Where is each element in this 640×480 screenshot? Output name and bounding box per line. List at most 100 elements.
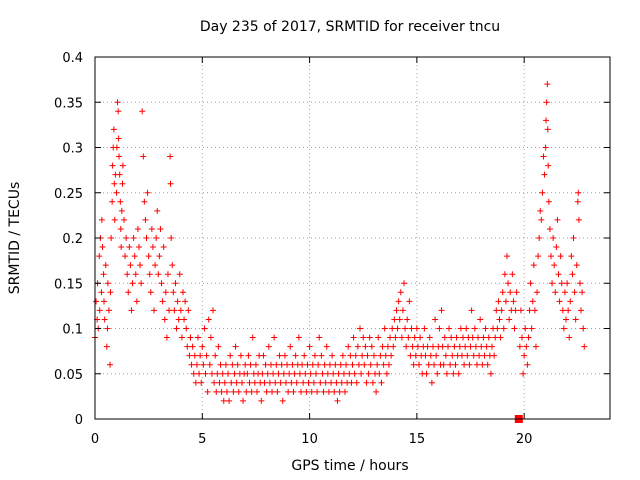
data-point — [131, 253, 138, 260]
data-point — [311, 352, 318, 359]
data-point — [213, 388, 220, 395]
data-point — [115, 108, 122, 115]
data-point — [441, 334, 448, 341]
data-point — [412, 352, 419, 359]
data-point — [464, 352, 471, 359]
data-point — [424, 343, 431, 350]
data-point — [413, 325, 420, 332]
data-point — [565, 307, 572, 314]
data-point — [272, 379, 279, 386]
data-point — [422, 352, 429, 359]
data-point — [335, 370, 342, 377]
data-point — [149, 244, 156, 251]
data-point — [159, 298, 166, 305]
data-point — [189, 343, 196, 350]
data-point — [349, 361, 356, 368]
data-point — [487, 370, 494, 377]
data-point — [254, 388, 261, 395]
data-point — [191, 352, 198, 359]
data-point — [549, 280, 556, 287]
data-point — [110, 126, 117, 133]
data-point — [298, 388, 304, 395]
data-point — [488, 343, 495, 350]
data-point — [355, 361, 362, 368]
data-point — [389, 325, 396, 332]
y-tick-label: 0.1 — [62, 323, 83, 338]
data-point — [527, 280, 534, 287]
data-point — [429, 343, 436, 350]
data-point — [296, 370, 303, 377]
data-point — [452, 361, 459, 368]
y-tick-label: 0.05 — [54, 368, 83, 383]
data-point — [318, 352, 325, 359]
data-point — [475, 334, 482, 341]
data-point — [406, 298, 413, 305]
data-point — [187, 334, 194, 341]
data-point — [417, 334, 424, 341]
data-point — [212, 352, 219, 359]
data-point — [160, 244, 167, 251]
data-point — [265, 343, 272, 350]
data-point — [154, 207, 161, 214]
data-point — [104, 280, 111, 287]
data-point — [168, 235, 175, 241]
y-axis-label: SRMTID / TECUs — [7, 182, 23, 295]
data-point — [156, 253, 163, 260]
data-point — [545, 198, 552, 205]
data-point — [243, 388, 250, 395]
data-point — [244, 370, 251, 377]
data-point — [218, 388, 225, 395]
data-point — [402, 325, 409, 332]
data-point — [563, 316, 570, 323]
data-point — [566, 334, 573, 341]
data-point — [383, 370, 390, 377]
data-point — [264, 370, 271, 377]
data-point — [303, 388, 310, 395]
data-point — [443, 370, 450, 377]
data-point — [326, 361, 333, 368]
data-point — [100, 271, 107, 278]
data-point — [571, 289, 578, 296]
data-point — [511, 325, 518, 332]
data-point — [333, 379, 340, 386]
data-point — [545, 162, 552, 169]
data-point — [357, 325, 364, 332]
data-point — [581, 343, 588, 350]
data-point — [523, 343, 530, 350]
data-point — [521, 352, 528, 359]
data-point — [425, 361, 432, 368]
data-point — [564, 280, 571, 287]
data-point — [478, 343, 485, 350]
data-point — [496, 316, 503, 323]
data-point — [542, 144, 549, 151]
data-point — [230, 388, 237, 395]
data-point — [107, 289, 114, 296]
data-point — [390, 343, 397, 350]
data-point — [109, 198, 116, 205]
data-point — [510, 298, 517, 305]
data-point — [146, 271, 153, 278]
data-point — [222, 361, 229, 368]
data-point — [245, 352, 252, 359]
data-point — [411, 334, 418, 341]
data-point — [516, 343, 523, 350]
data-point — [277, 379, 284, 386]
x-tick-label: 0 — [91, 432, 99, 447]
data-point — [579, 289, 586, 296]
data-point — [177, 307, 184, 314]
data-point — [345, 343, 352, 350]
data-point — [166, 307, 173, 314]
data-point — [427, 352, 434, 359]
data-point — [395, 298, 402, 305]
data-point — [132, 271, 139, 278]
data-point — [472, 343, 479, 350]
data-point — [324, 370, 331, 377]
data-point — [226, 397, 233, 404]
data-point — [442, 352, 449, 359]
data-point — [568, 253, 575, 260]
y-tick-label: 0.3 — [62, 142, 83, 157]
data-point — [485, 334, 492, 341]
data-point — [444, 343, 451, 350]
data-point — [343, 361, 350, 368]
data-point — [399, 307, 406, 314]
